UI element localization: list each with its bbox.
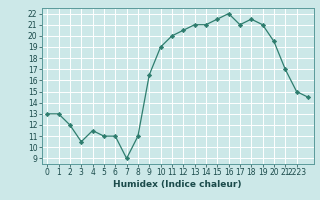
X-axis label: Humidex (Indice chaleur): Humidex (Indice chaleur) <box>113 180 242 189</box>
